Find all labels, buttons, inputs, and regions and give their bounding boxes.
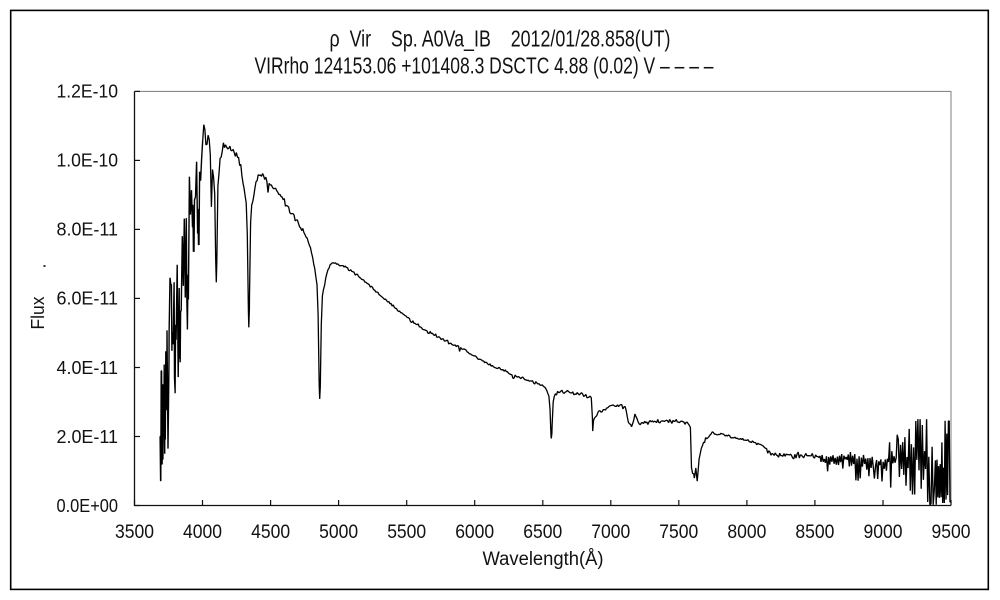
svg-text:6500: 6500 [523, 522, 562, 543]
svg-text:7000: 7000 [591, 522, 630, 543]
svg-text:2.0E-11: 2.0E-11 [57, 427, 119, 447]
svg-text:7500: 7500 [659, 522, 698, 543]
svg-text:3500: 3500 [115, 522, 154, 543]
svg-text:1.0E-10: 1.0E-10 [57, 151, 119, 171]
svg-text:4500: 4500 [251, 522, 290, 543]
svg-text:Wavelength(Å): Wavelength(Å) [483, 549, 604, 570]
svg-text:9500: 9500 [932, 522, 971, 543]
svg-text:6000: 6000 [455, 522, 494, 543]
svg-text:ρ Vir Sp. A0Va_IB 2012/: ρ Vir Sp. A0Va_IB 2012/01/28.858(UT) [330, 26, 671, 52]
svg-text:Flux: Flux [28, 297, 48, 330]
svg-text:0.0E+00: 0.0E+00 [57, 496, 119, 516]
svg-text:4000: 4000 [183, 522, 222, 543]
svg-text:4.0E-11: 4.0E-11 [57, 358, 119, 378]
svg-text:5500: 5500 [387, 522, 426, 543]
svg-text:1.2E-10: 1.2E-10 [57, 82, 119, 102]
svg-text:VIRrho 124153.06 +101408.3 DSC: VIRrho 124153.06 +101408.3 DSCTC 4.88 (0… [255, 53, 714, 79]
svg-text:5000: 5000 [319, 522, 358, 543]
svg-text:8.0E-11: 8.0E-11 [57, 220, 119, 240]
svg-text:8000: 8000 [727, 522, 766, 543]
svg-text:9000: 9000 [864, 522, 903, 543]
svg-text:6.0E-11: 6.0E-11 [57, 289, 119, 309]
svg-text:8500: 8500 [795, 522, 834, 543]
